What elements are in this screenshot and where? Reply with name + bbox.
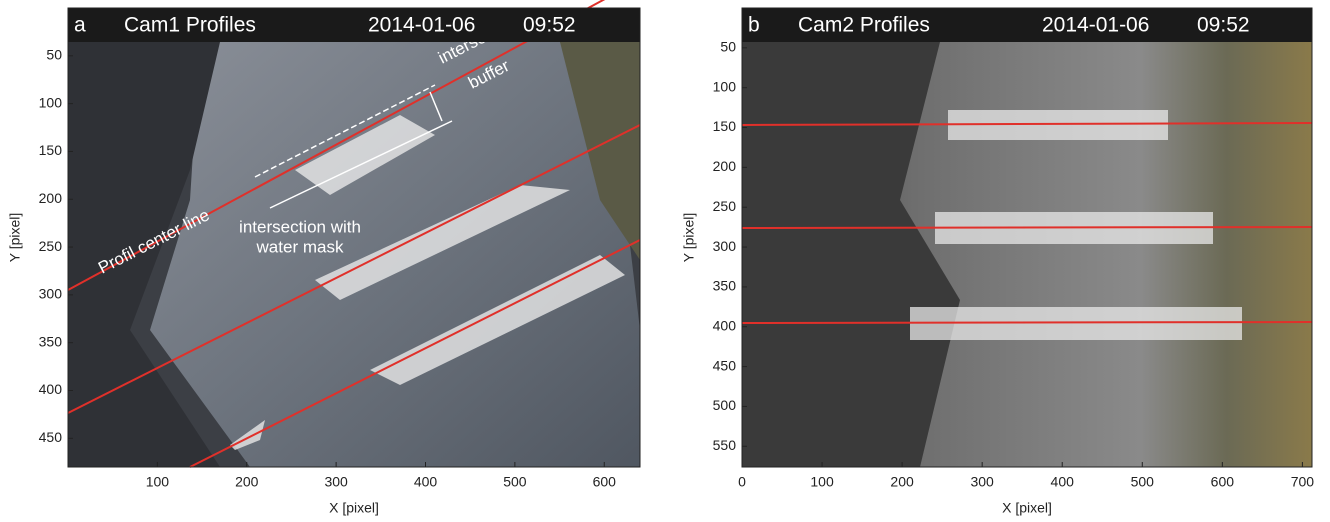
panel-label: a <box>74 14 86 37</box>
panel-date: 2014-01-06 <box>368 14 475 37</box>
y-tick-label: 300 <box>713 238 737 254</box>
panel-label: b <box>748 14 760 37</box>
photo-a <box>67 0 641 468</box>
x-tick-label: 500 <box>1131 474 1155 490</box>
y-tick-label: 50 <box>46 47 62 63</box>
x-axis-label: X [pixel] <box>329 500 379 516</box>
x-tick-label: 0 <box>738 474 746 490</box>
y-tick-label: 350 <box>713 278 737 294</box>
y-tick-label: 200 <box>39 190 63 206</box>
y-tick-label: 400 <box>713 317 737 333</box>
plot-frame <box>741 7 1313 468</box>
photo-b <box>741 8 1313 467</box>
x-axis-label: X [pixel] <box>1002 500 1052 516</box>
y-tick-label: 250 <box>713 198 737 214</box>
panel-time: 09:52 <box>1197 14 1250 37</box>
x-tick-label: 200 <box>235 474 259 490</box>
y-tick-label: 150 <box>713 118 737 134</box>
annotation: intersection with <box>239 217 361 236</box>
y-axis-label: Y [pixel] <box>681 213 697 263</box>
x-tick-label: 100 <box>146 474 170 490</box>
x-tick-label: 400 <box>1051 474 1075 490</box>
y-tick-label: 450 <box>713 357 737 373</box>
y-tick-label: 200 <box>713 158 737 174</box>
panel-title: Cam1 Profiles <box>124 14 256 37</box>
y-tick-label: 50 <box>720 39 736 55</box>
x-tick-label: 500 <box>503 474 527 490</box>
y-tick-label: 550 <box>713 437 737 453</box>
x-tick-label: 700 <box>1291 474 1315 490</box>
header-bar <box>68 8 640 42</box>
x-tick-label: 300 <box>324 474 348 490</box>
y-tick-label: 350 <box>39 333 63 349</box>
y-axis-label: Y [pixel] <box>7 213 23 263</box>
y-tick-label: 100 <box>39 94 63 110</box>
x-tick-label: 300 <box>970 474 994 490</box>
panel-date: 2014-01-06 <box>1042 14 1149 37</box>
y-tick-label: 100 <box>713 78 737 94</box>
y-tick-label: 300 <box>39 286 63 302</box>
header-bar <box>742 8 1312 42</box>
y-tick-label: 500 <box>713 397 737 413</box>
plot-frame <box>67 7 641 468</box>
y-tick-label: 150 <box>39 142 63 158</box>
x-tick-label: 600 <box>593 474 617 490</box>
x-tick-label: 100 <box>810 474 834 490</box>
x-tick-label: 600 <box>1211 474 1235 490</box>
x-tick-label: 200 <box>890 474 914 490</box>
y-tick-label: 450 <box>39 429 63 445</box>
panel-title: Cam2 Profiles <box>798 14 930 37</box>
annotation: water mask <box>256 237 344 256</box>
y-tick-label: 250 <box>39 238 63 254</box>
y-tick-label: 400 <box>39 381 63 397</box>
panel-time: 09:52 <box>523 14 576 37</box>
x-tick-label: 400 <box>414 474 438 490</box>
